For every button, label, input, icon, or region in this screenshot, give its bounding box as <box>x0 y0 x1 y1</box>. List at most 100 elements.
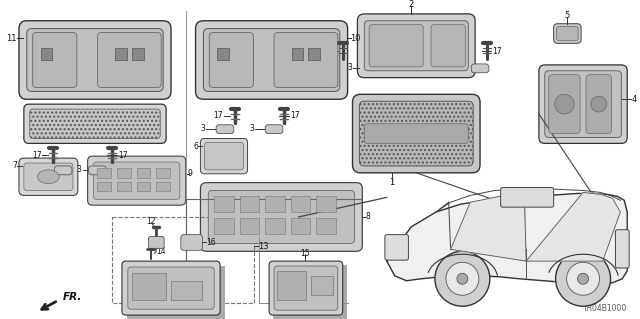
Bar <box>316 218 336 234</box>
Text: 6: 6 <box>194 142 198 151</box>
FancyBboxPatch shape <box>200 183 362 251</box>
Text: TR04B1000: TR04B1000 <box>583 304 627 313</box>
Text: 14: 14 <box>156 247 166 256</box>
Bar <box>117 182 131 191</box>
FancyBboxPatch shape <box>216 125 234 134</box>
FancyBboxPatch shape <box>19 158 78 195</box>
FancyBboxPatch shape <box>265 125 283 134</box>
Text: 17: 17 <box>32 151 42 160</box>
FancyBboxPatch shape <box>88 156 186 205</box>
Circle shape <box>457 273 468 284</box>
Text: 7: 7 <box>12 161 17 170</box>
Bar <box>265 218 285 234</box>
Bar <box>127 266 225 319</box>
FancyBboxPatch shape <box>554 24 581 43</box>
FancyBboxPatch shape <box>24 163 73 190</box>
Text: 17: 17 <box>118 151 127 160</box>
Text: FR.: FR. <box>63 293 83 302</box>
FancyBboxPatch shape <box>557 27 578 41</box>
Bar <box>117 168 131 178</box>
Text: 17: 17 <box>290 111 300 120</box>
FancyBboxPatch shape <box>29 109 160 138</box>
Bar <box>112 217 255 303</box>
FancyBboxPatch shape <box>364 21 468 71</box>
FancyBboxPatch shape <box>128 267 214 309</box>
FancyBboxPatch shape <box>274 33 338 87</box>
FancyBboxPatch shape <box>27 29 163 91</box>
Text: 10: 10 <box>351 34 361 43</box>
FancyBboxPatch shape <box>122 261 220 315</box>
Bar <box>214 197 234 212</box>
FancyBboxPatch shape <box>385 235 408 260</box>
FancyBboxPatch shape <box>545 71 621 137</box>
Circle shape <box>577 273 589 284</box>
Text: 3: 3 <box>250 124 255 133</box>
Text: 12: 12 <box>147 217 156 226</box>
Text: 5: 5 <box>564 11 570 20</box>
Text: 4: 4 <box>632 95 637 104</box>
FancyBboxPatch shape <box>88 166 106 175</box>
Bar <box>132 48 143 60</box>
FancyBboxPatch shape <box>33 33 77 87</box>
FancyBboxPatch shape <box>548 75 580 134</box>
Ellipse shape <box>38 170 59 184</box>
Text: 2: 2 <box>409 0 414 9</box>
Circle shape <box>556 251 611 306</box>
Text: 1: 1 <box>389 178 394 187</box>
Bar <box>273 265 347 319</box>
FancyBboxPatch shape <box>616 230 629 268</box>
FancyBboxPatch shape <box>586 75 611 134</box>
Bar <box>97 168 111 178</box>
FancyBboxPatch shape <box>54 166 72 175</box>
Bar <box>308 48 320 60</box>
Bar <box>214 218 234 234</box>
FancyBboxPatch shape <box>181 235 202 250</box>
Circle shape <box>446 262 479 295</box>
Bar <box>40 48 52 60</box>
Text: 11: 11 <box>6 34 17 43</box>
FancyBboxPatch shape <box>431 25 465 67</box>
Bar <box>132 273 166 300</box>
Circle shape <box>566 262 600 295</box>
Polygon shape <box>526 192 620 261</box>
Text: 13: 13 <box>259 242 269 251</box>
Text: 17: 17 <box>213 111 223 120</box>
FancyBboxPatch shape <box>353 94 480 173</box>
Bar <box>137 182 150 191</box>
FancyBboxPatch shape <box>357 14 475 78</box>
Text: 9: 9 <box>188 169 193 178</box>
FancyBboxPatch shape <box>24 104 166 143</box>
Bar <box>311 276 333 295</box>
FancyBboxPatch shape <box>364 124 468 143</box>
FancyBboxPatch shape <box>471 64 489 73</box>
Bar <box>156 168 170 178</box>
Bar <box>277 271 307 300</box>
FancyBboxPatch shape <box>274 266 338 310</box>
Bar <box>156 182 170 191</box>
FancyBboxPatch shape <box>204 142 244 170</box>
Text: 16: 16 <box>206 238 216 247</box>
FancyBboxPatch shape <box>200 138 248 174</box>
Text: 3: 3 <box>348 63 353 72</box>
Bar <box>137 168 150 178</box>
FancyBboxPatch shape <box>209 33 253 87</box>
FancyBboxPatch shape <box>19 21 171 99</box>
FancyBboxPatch shape <box>208 190 355 243</box>
FancyBboxPatch shape <box>148 237 164 249</box>
Bar <box>115 48 127 60</box>
Bar <box>240 218 259 234</box>
Text: 8: 8 <box>365 212 370 221</box>
FancyBboxPatch shape <box>269 261 342 315</box>
Bar <box>316 197 336 212</box>
FancyBboxPatch shape <box>196 21 348 99</box>
Bar <box>291 197 310 212</box>
Bar <box>292 48 303 60</box>
Circle shape <box>555 94 574 114</box>
Circle shape <box>435 251 490 306</box>
Text: 17: 17 <box>317 47 327 56</box>
Bar <box>240 197 259 212</box>
Bar <box>291 218 310 234</box>
FancyBboxPatch shape <box>500 188 554 207</box>
Bar <box>171 281 202 300</box>
FancyBboxPatch shape <box>93 162 180 199</box>
